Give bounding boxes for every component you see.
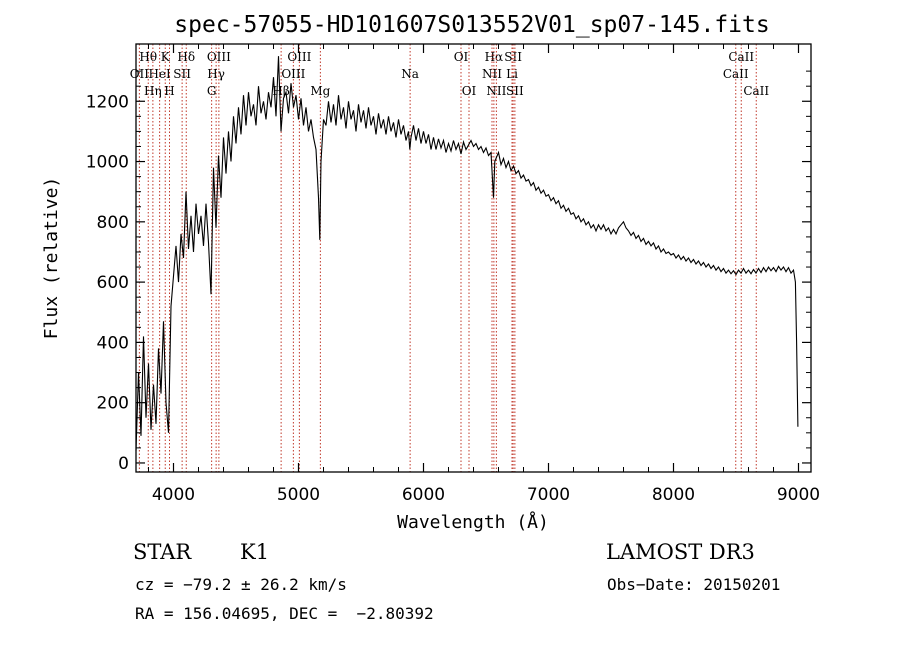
plot-frame (135, 43, 812, 473)
x-tick-label: 8000 (652, 485, 695, 505)
subclass: K1 (240, 540, 270, 564)
x-axis-label: Wavelength (Å) (397, 511, 549, 533)
y-tick-label: 200 (97, 394, 129, 414)
y-tick-label: 600 (97, 273, 129, 293)
line-marker-label: Mg (310, 84, 330, 98)
x-tick-label: 9000 (777, 485, 820, 505)
line-marker-label: NII (482, 67, 502, 81)
y-tick-label: 0 (118, 454, 129, 474)
line-marker-label: Na (401, 67, 419, 81)
line-marker-label: SII (173, 67, 191, 81)
x-tick-label: 6000 (402, 485, 445, 505)
y-axis: 0 200 400 600 800 1000 1200 (86, 70, 811, 474)
x-tick-label: 4000 (152, 485, 195, 505)
x-axis: 4000 5000 6000 7000 8000 9000 (148, 44, 820, 505)
line-marker-label: Li (506, 67, 518, 81)
line-marker-label: OI (462, 84, 477, 98)
chart-title: spec-57055-HD101607S013552V01_sp07-145.f… (174, 12, 769, 38)
line-marker-label: Hθ (139, 50, 157, 64)
x-tick-label: 7000 (527, 485, 570, 505)
line-marker-label: H (164, 84, 174, 98)
line-marker-label: OI (454, 50, 469, 64)
y-tick-label: 1000 (86, 153, 129, 173)
line-marker-label: CaII (743, 84, 769, 98)
line-marker-label: Hη (144, 84, 162, 98)
coordinates: RA = 156.04695, DEC = −2.80392 (135, 604, 434, 623)
obs-date: Obs−Date: 20150201 (607, 575, 781, 594)
line-marker-label: HeI (148, 67, 171, 81)
redshift-text: cz = −79.2 ± 26.2 km/s (135, 575, 347, 594)
line-marker-label: OIII (207, 50, 231, 64)
y-tick-label: 400 (97, 333, 129, 353)
y-tick-label: 800 (97, 213, 129, 233)
line-marker-label: G (207, 84, 217, 98)
line-marker-label: Hδ (177, 50, 195, 64)
y-axis-label: Flux (relative) (41, 177, 62, 340)
line-marker-label: Hγ (207, 67, 225, 81)
line-marker-label: OIII (287, 50, 311, 64)
line-marker-label: OIII (281, 67, 305, 81)
x-tick-label: 5000 (277, 485, 320, 505)
line-marker-label: SII (504, 50, 522, 64)
survey-name: LAMOST DR3 (606, 540, 755, 564)
line-marker-label: K (161, 50, 171, 64)
line-marker-label: NII (486, 84, 506, 98)
line-marker-label: CaII (723, 67, 749, 81)
object-type: STAR (133, 540, 192, 564)
y-tick-label: 1200 (86, 92, 129, 112)
line-marker-label: SII (506, 84, 524, 98)
line-marker-label: Hα (485, 50, 504, 64)
spectrum-line (135, 56, 799, 451)
line-marker-label: OII (130, 67, 150, 81)
line-marker-label: CaII (728, 50, 754, 64)
